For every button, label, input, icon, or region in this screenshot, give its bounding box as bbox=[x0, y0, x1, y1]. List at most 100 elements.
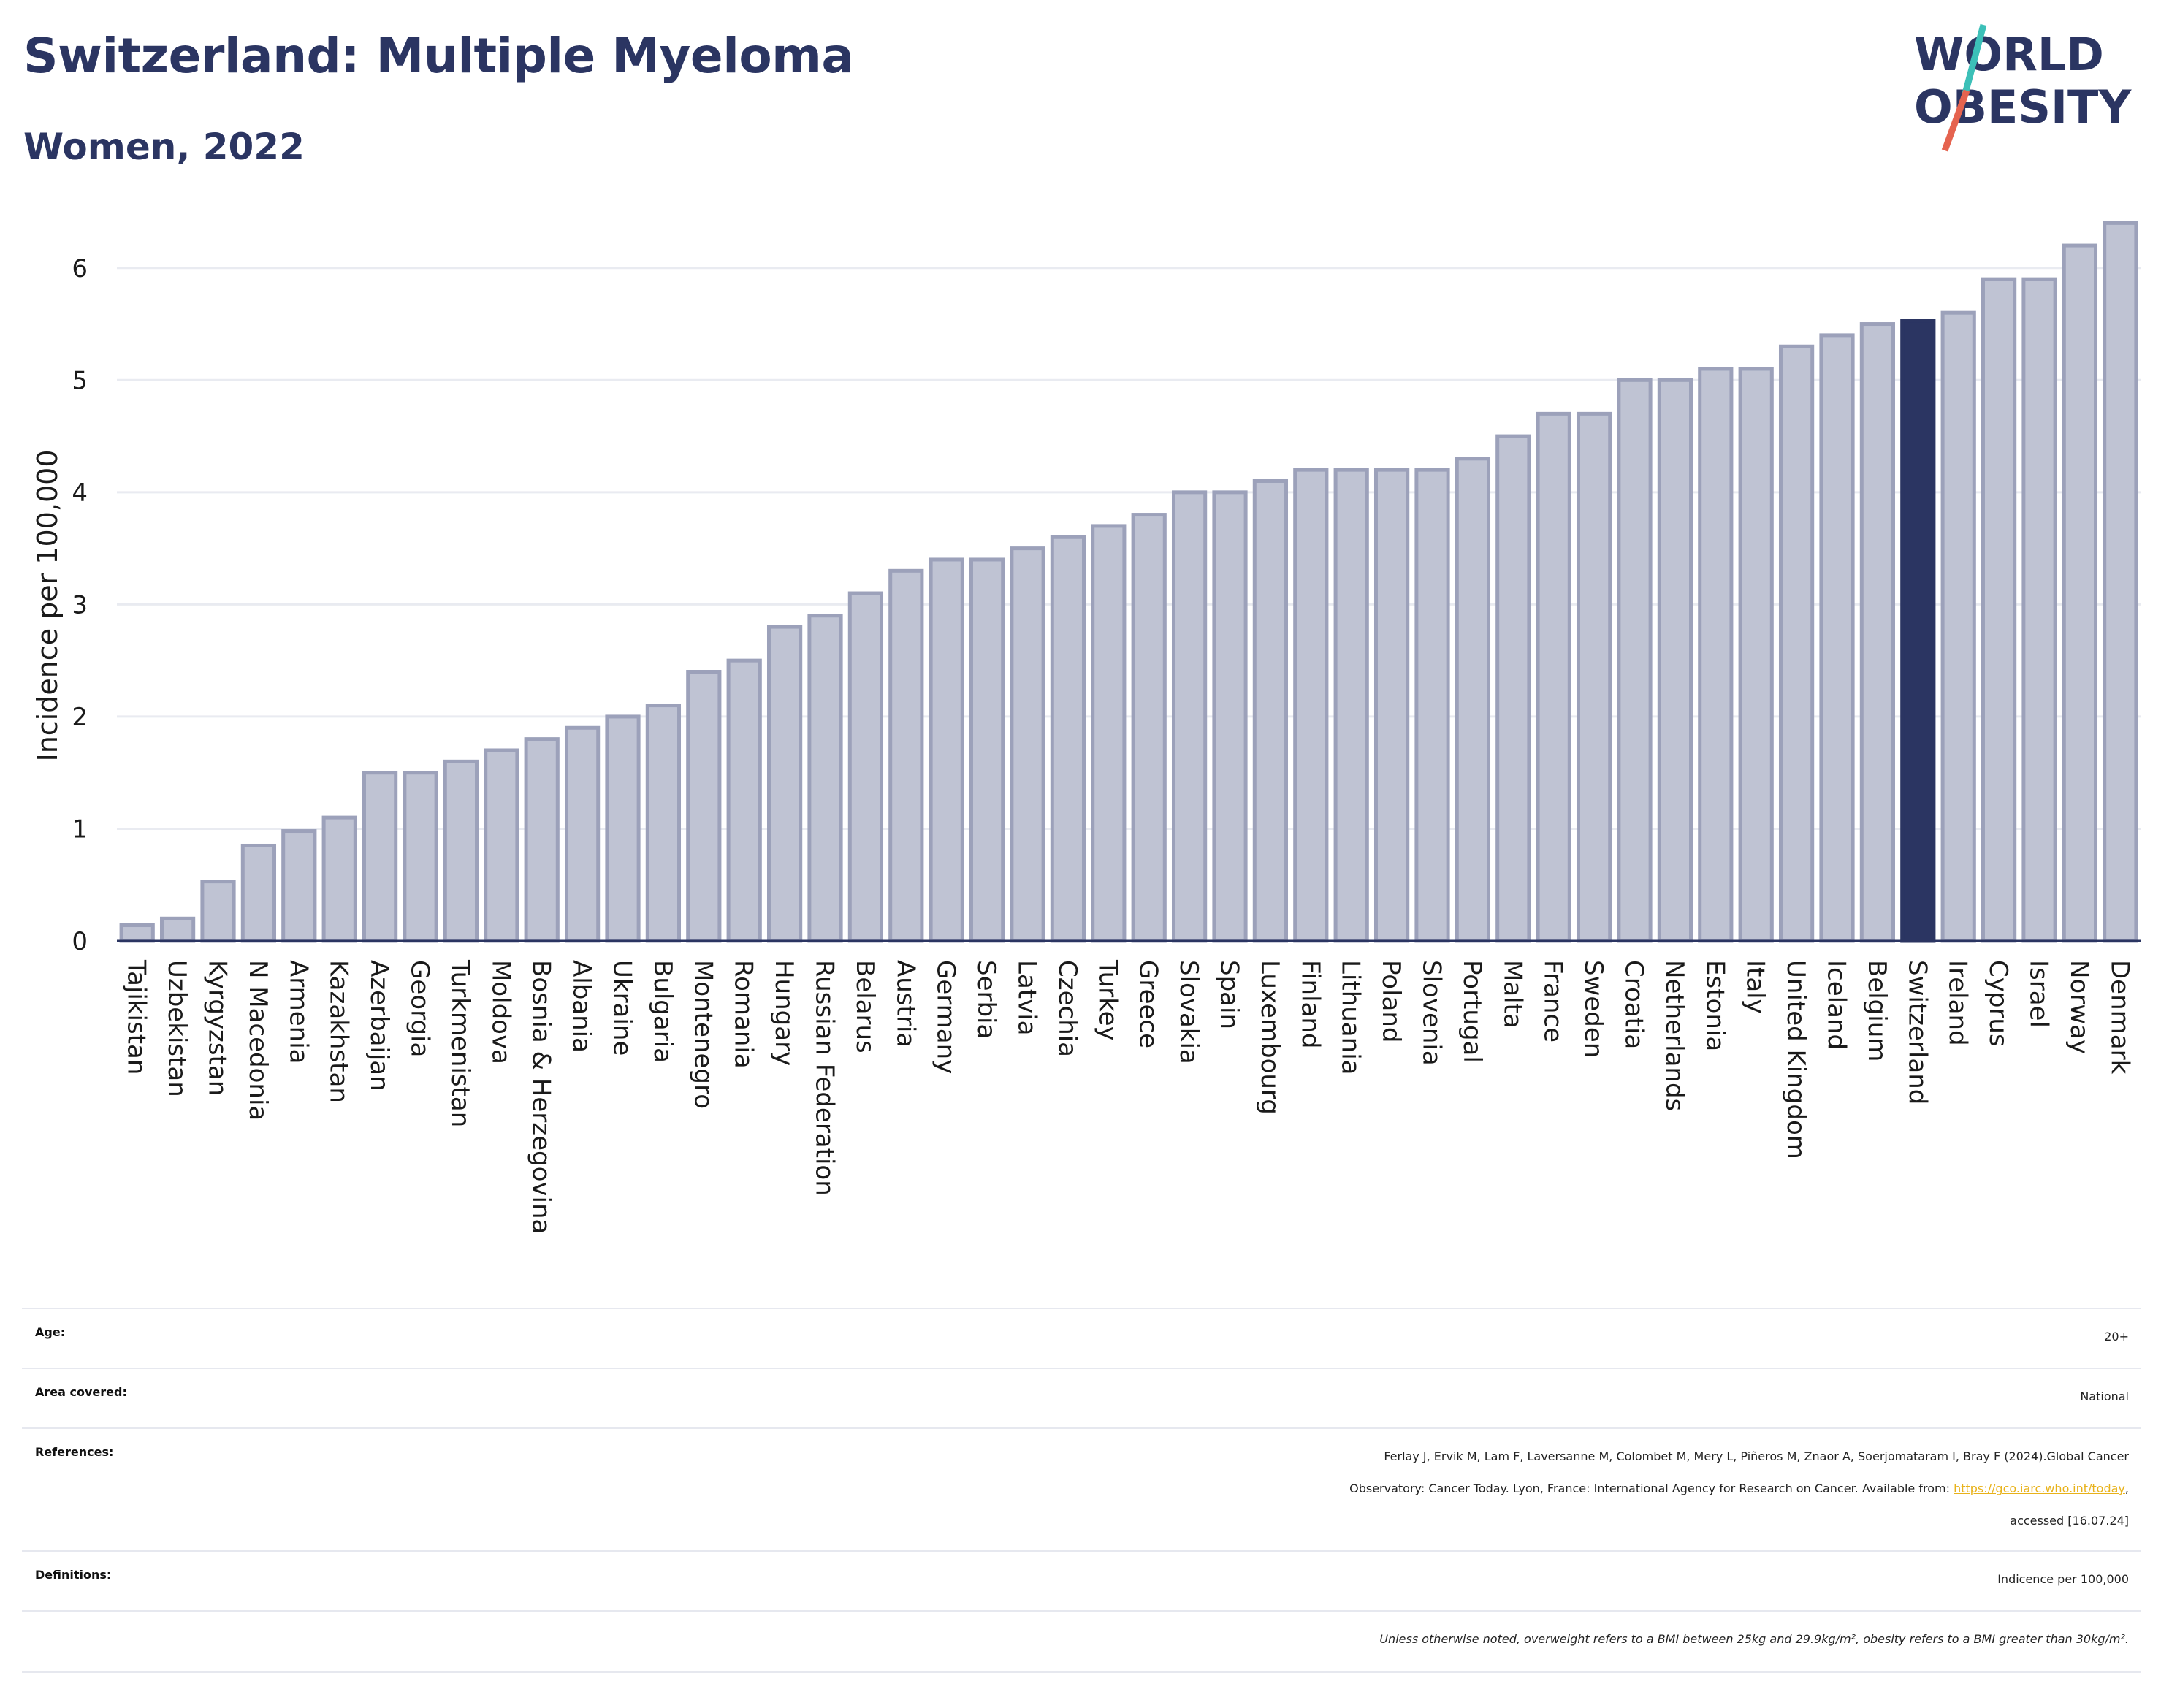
x-tick-label: Malta bbox=[1498, 960, 1527, 1029]
bar-austria bbox=[888, 568, 924, 943]
y-tick-label: 5 bbox=[72, 366, 88, 395]
bar-italy bbox=[1738, 367, 1774, 943]
bar-ireland bbox=[1940, 310, 1976, 943]
area-value: National bbox=[2080, 1389, 2129, 1403]
meta-row-area: Area covered: National bbox=[22, 1368, 2141, 1429]
bar-israel bbox=[2021, 277, 2057, 943]
bar-netherlands bbox=[1657, 378, 1693, 943]
x-tick-label: Portugal bbox=[1457, 960, 1487, 1063]
x-tick-label: Greece bbox=[1134, 960, 1163, 1048]
x-tick-label: Moldova bbox=[486, 960, 515, 1064]
x-tick-label: Switzerland bbox=[1902, 960, 1932, 1105]
logo-slash-red bbox=[1941, 89, 1970, 152]
x-tick-label: Hungary bbox=[769, 960, 799, 1066]
bar-bosnia-herzegovina bbox=[524, 737, 560, 943]
bar-chart: 0 1 2 3 4 5 6 Tajikistan Uzbekistan Kyrgyzstan N … bbox=[31, 221, 2141, 1234]
x-tick-label: Albania bbox=[567, 960, 596, 1053]
x-tick-label: Austria bbox=[891, 960, 920, 1048]
x-tick-label: Slovenia bbox=[1417, 960, 1447, 1066]
footnote: Unless otherwise noted, overweight refer… bbox=[1379, 1632, 2129, 1646]
x-tick-label: Luxembourg bbox=[1255, 960, 1284, 1115]
bar-slovenia bbox=[1414, 468, 1450, 943]
bar-turkmenistan bbox=[443, 759, 479, 943]
x-tick-label: Turkey bbox=[1093, 959, 1122, 1041]
references-line2-wrap: Observatory: Cancer Today. Lyon, France:… bbox=[1349, 1482, 2129, 1495]
x-tick-label: Serbia bbox=[972, 960, 1001, 1039]
x-tick-label: Slovakia bbox=[1174, 960, 1203, 1064]
bar-germany bbox=[929, 557, 964, 943]
x-tick-label: Spain bbox=[1215, 960, 1244, 1029]
x-tick-label: Belgium bbox=[1862, 960, 1891, 1061]
bar-turkey bbox=[1091, 524, 1127, 943]
bar-spain bbox=[1212, 490, 1248, 943]
bar-norway bbox=[2062, 243, 2098, 943]
bar-sweden bbox=[1576, 411, 1612, 943]
x-tick-label: Italy bbox=[1741, 960, 1770, 1014]
definitions-label: Definitions: bbox=[35, 1568, 112, 1582]
bar-iceland bbox=[1819, 333, 1855, 943]
bar-switzerland bbox=[1900, 319, 1936, 943]
x-tick-label: Georgia bbox=[405, 960, 435, 1057]
x-tick-label: Poland bbox=[1376, 960, 1406, 1043]
x-tick-label: Uzbekistan bbox=[162, 960, 191, 1097]
x-tick-label: N Macedonia bbox=[243, 960, 272, 1121]
bar-uzbekistan bbox=[159, 916, 196, 943]
y-axis-label: Incidence per 100,000 bbox=[31, 449, 64, 761]
bars bbox=[119, 221, 2138, 943]
bar-estonia bbox=[1698, 367, 1734, 943]
x-tick-label: United Kingdom bbox=[1781, 960, 1810, 1159]
definitions-value: Indicence per 100,000 bbox=[1997, 1572, 2129, 1586]
x-tick-label: Netherlands bbox=[1660, 960, 1689, 1111]
logo-line1: WORLD bbox=[1914, 28, 2104, 81]
x-tick-label: Ireland bbox=[1943, 960, 1973, 1046]
bar-tajikistan bbox=[119, 923, 155, 943]
x-tick-label: Turkmenistan bbox=[446, 959, 475, 1127]
bar-croatia bbox=[1617, 378, 1653, 943]
bar-montenegro bbox=[686, 670, 722, 943]
bar-armenia bbox=[281, 829, 317, 943]
x-tick-label: Belarus bbox=[850, 960, 880, 1053]
x-tick-label: Montenegro bbox=[688, 960, 717, 1109]
x-tick-label: Germany bbox=[931, 960, 961, 1074]
x-tick-label: Israel bbox=[2024, 960, 2054, 1028]
x-tick-label: Finland bbox=[1295, 960, 1325, 1049]
bar-united-kingdom bbox=[1778, 344, 1815, 943]
y-tick-labels: 0 1 2 3 4 5 6 bbox=[72, 254, 88, 956]
y-tick-label: 2 bbox=[72, 703, 88, 732]
references-link[interactable]: https://gco.iarc.who.int/today bbox=[1954, 1482, 2125, 1495]
bar-slovakia bbox=[1171, 490, 1208, 943]
x-tick-label: Bosnia & Herzegovina bbox=[527, 960, 556, 1234]
bar-kyrgyzstan bbox=[200, 880, 236, 943]
bar-france bbox=[1536, 411, 1571, 943]
x-tick-label: Latvia bbox=[1013, 960, 1042, 1036]
x-tick-label: Czechia bbox=[1053, 960, 1082, 1057]
x-tick-label: Russian Federation bbox=[810, 960, 839, 1196]
meta-row-references: References: Ferlay J, Ervik M, Lam F, La… bbox=[22, 1427, 2141, 1552]
bar-georgia bbox=[403, 771, 438, 943]
bar-finland bbox=[1293, 468, 1329, 943]
references-label: References: bbox=[35, 1445, 114, 1459]
references-line1: Ferlay J, Ervik M, Lam F, Laversanne M, … bbox=[1384, 1449, 2129, 1463]
meta-row-footnote: Unless otherwise noted, overweight refer… bbox=[22, 1610, 2141, 1673]
bar-czechia bbox=[1050, 535, 1086, 943]
x-tick-label: Croatia bbox=[1620, 960, 1649, 1049]
bar-portugal bbox=[1455, 457, 1491, 943]
y-tick-label: 6 bbox=[72, 254, 88, 283]
x-tick-label: Denmark bbox=[2105, 960, 2134, 1075]
bar-bulgaria bbox=[645, 704, 682, 943]
bar-hungary bbox=[766, 625, 803, 943]
bar-moldova bbox=[484, 748, 519, 943]
references-value: Ferlay J, Ervik M, Lam F, Laversanne M, … bbox=[1349, 1441, 2129, 1537]
page-title: Switzerland: Multiple Myeloma bbox=[23, 28, 854, 84]
logo-line2: OBESITY bbox=[1914, 80, 2132, 134]
x-tick-label: Estonia bbox=[1700, 960, 1729, 1051]
x-tick-label: Cyprus bbox=[1983, 960, 2013, 1047]
page-subtitle: Women, 2022 bbox=[23, 126, 305, 168]
x-tick-label: Romania bbox=[729, 960, 758, 1069]
y-tick-label: 1 bbox=[72, 815, 88, 844]
logo-slash-teal bbox=[1962, 23, 1987, 95]
bar-denmark bbox=[2103, 221, 2138, 943]
x-tick-label: Norway bbox=[2065, 960, 2094, 1054]
bar-azerbaijan bbox=[362, 771, 398, 943]
references-line2: Observatory: Cancer Today. Lyon, France:… bbox=[1349, 1482, 1950, 1495]
